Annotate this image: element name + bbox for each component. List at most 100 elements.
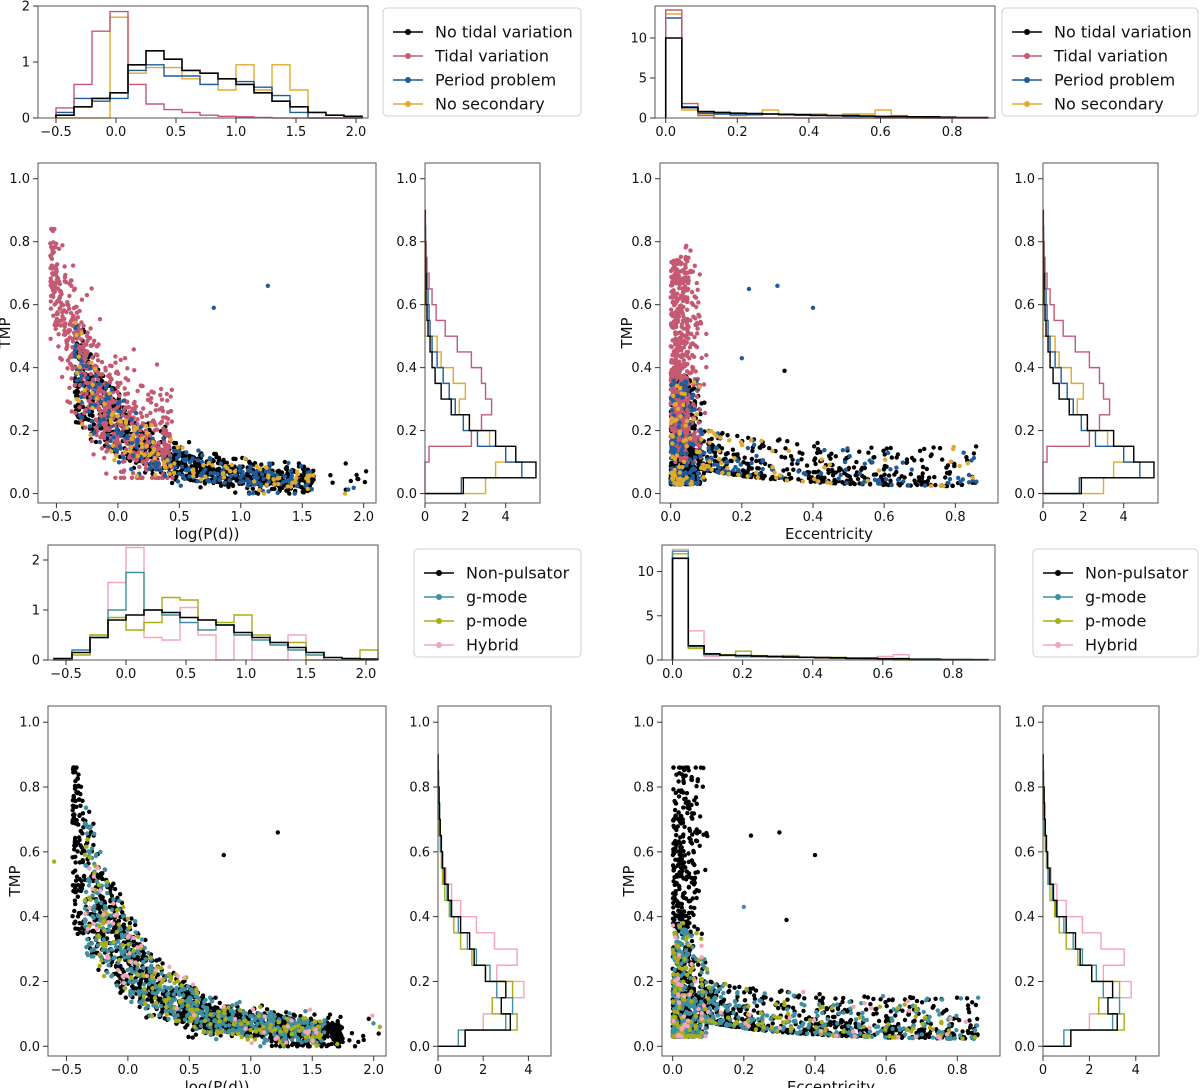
scatter-point bbox=[830, 473, 836, 478]
scatter-point bbox=[288, 484, 294, 489]
scatter-point bbox=[101, 417, 107, 422]
scatter-point bbox=[931, 445, 936, 450]
scatter-point bbox=[709, 467, 714, 472]
scatter-point bbox=[82, 341, 87, 347]
scatter-point bbox=[49, 255, 54, 260]
scatter-point bbox=[134, 473, 140, 479]
scatter-point bbox=[65, 366, 70, 371]
scatter-point bbox=[674, 277, 679, 283]
scatter-point bbox=[70, 263, 76, 268]
scatter-point bbox=[72, 354, 78, 359]
scatter-point bbox=[672, 480, 677, 486]
scatter-point bbox=[233, 490, 238, 495]
scatter-point bbox=[115, 439, 120, 444]
scatter-point bbox=[113, 354, 118, 359]
scatter-point bbox=[168, 394, 173, 399]
scatter-point bbox=[696, 476, 701, 481]
scatter-point bbox=[801, 471, 806, 476]
scatter-point bbox=[124, 425, 129, 430]
scatter-point bbox=[227, 478, 232, 483]
scatter-point bbox=[96, 967, 101, 972]
scatter-point bbox=[121, 475, 127, 480]
scatter-point bbox=[77, 405, 82, 410]
scatter-point bbox=[259, 462, 264, 467]
scatter-point bbox=[699, 431, 704, 437]
y-tick-label: 0.4 bbox=[9, 361, 30, 376]
scatter-point bbox=[701, 382, 707, 387]
x-tick-label: 0.6 bbox=[872, 667, 893, 682]
scatter-point bbox=[294, 475, 299, 481]
scatter-point bbox=[284, 478, 289, 484]
scatter-point bbox=[144, 444, 150, 449]
scatter-point bbox=[892, 472, 897, 477]
scatter-point bbox=[681, 280, 686, 286]
scatter-point bbox=[674, 271, 680, 276]
scatter-point bbox=[865, 478, 870, 483]
scatter-point bbox=[813, 461, 818, 467]
chart-hist-tmp-ecc-tidal: 0 2 40.00.20.40.60.81.0 bbox=[1014, 162, 1159, 525]
scatter-point bbox=[157, 407, 162, 412]
y-axis-label: TMP bbox=[0, 317, 14, 349]
scatter-point bbox=[348, 478, 353, 484]
scatter-point bbox=[945, 463, 951, 468]
scatter-point bbox=[769, 476, 774, 481]
scatter-point bbox=[692, 380, 697, 385]
scatter-point bbox=[264, 482, 269, 487]
scatter-point bbox=[950, 483, 955, 489]
scatter-point bbox=[213, 995, 218, 1000]
scatter-point bbox=[683, 288, 689, 293]
scatter-point bbox=[881, 467, 887, 472]
scatter-point bbox=[212, 471, 217, 476]
scatter-point bbox=[55, 311, 60, 317]
scatter-point bbox=[735, 452, 740, 457]
scatter-point bbox=[683, 340, 689, 345]
scatter-point bbox=[199, 477, 204, 482]
scatter-point bbox=[143, 461, 148, 467]
scatter-point bbox=[72, 348, 78, 353]
scatter-point bbox=[87, 424, 93, 429]
scatter-point bbox=[701, 474, 706, 480]
scatter-point bbox=[971, 451, 977, 456]
scatter-point bbox=[171, 470, 177, 475]
scatter-point bbox=[93, 439, 99, 445]
scatter-point bbox=[65, 399, 70, 404]
y-tick-label: 10 bbox=[630, 32, 647, 47]
scatter-point bbox=[828, 456, 833, 461]
scatter-point bbox=[203, 474, 208, 479]
scatter-point bbox=[291, 1012, 296, 1017]
scatter-point bbox=[48, 299, 53, 304]
scatter-point bbox=[686, 414, 691, 419]
scatter-point bbox=[228, 469, 233, 474]
scatter-point bbox=[82, 411, 87, 416]
scatter-point bbox=[741, 469, 746, 475]
scatter-point bbox=[739, 442, 745, 448]
scatter-point bbox=[696, 420, 701, 425]
scatter-point bbox=[686, 336, 691, 341]
scatter-point bbox=[153, 408, 158, 413]
scatter-point bbox=[134, 457, 140, 462]
scatter-point bbox=[671, 313, 677, 318]
scatter-point bbox=[675, 406, 681, 412]
scatter-point bbox=[888, 478, 893, 483]
scatter-point bbox=[854, 459, 859, 465]
x-tick-label: −0.5 bbox=[40, 125, 72, 140]
scatter-point bbox=[351, 485, 356, 490]
scatter-point bbox=[102, 432, 107, 437]
y-tick-label: 2 bbox=[22, 0, 30, 15]
scatter-point bbox=[702, 410, 708, 416]
scatter-point bbox=[200, 453, 205, 458]
scatter-point bbox=[50, 271, 55, 276]
scatter-point bbox=[150, 439, 156, 445]
x-tick-label: 0.8 bbox=[945, 510, 966, 525]
scatter-point bbox=[190, 456, 195, 461]
scatter-point bbox=[247, 491, 252, 496]
scatter-point bbox=[62, 324, 67, 329]
scatter-point bbox=[693, 316, 698, 321]
scatter-point bbox=[74, 378, 80, 383]
scatter-point bbox=[757, 445, 762, 450]
scatter-point bbox=[840, 448, 846, 453]
scatter-point bbox=[736, 467, 741, 473]
scatter-point bbox=[678, 414, 683, 419]
scatter-point bbox=[69, 310, 74, 316]
scatter-point bbox=[671, 365, 676, 370]
